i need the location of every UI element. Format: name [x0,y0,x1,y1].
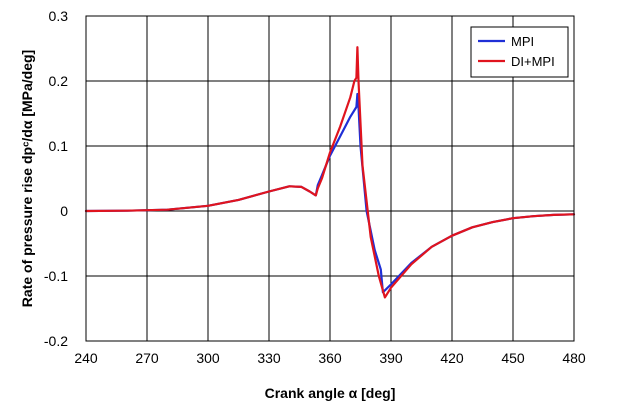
series-layer [84,46,576,299]
y-tick-label: -0.1 [44,268,68,284]
legend: MPI DI+MPI [470,26,569,78]
legend-label-di-mpi: DI+MPI [511,54,555,69]
x-tick-label: 420 [440,350,464,366]
y-tick-label: 0.3 [49,8,69,24]
x-tick-label: 300 [196,350,220,366]
y-axis-title: Rate of pressure rise dpᶜ/dα [MPa/deg] [19,50,35,307]
y-tick-label: 0.2 [49,73,69,89]
tick-labels: 240 270 300 330 360 390 420 450 480 -0.2 -0.1 0 0.1 0… [44,8,586,366]
y-tick-label: 0.1 [49,138,69,154]
x-tick-label: 390 [379,350,403,366]
grid [85,15,575,342]
y-tick-label: -0.2 [44,333,68,349]
x-tick-label: 270 [135,350,159,366]
plot-frame [85,15,575,342]
legend-label-mpi: MPI [511,34,534,49]
series-line-di-mpi [84,46,576,299]
legend-box [470,26,569,78]
y-tick-label: 0 [60,203,68,219]
x-tick-label: 450 [501,350,525,366]
x-tick-label: 480 [562,350,586,366]
x-axis-title: Crank angle α [deg] [265,385,396,401]
x-tick-label: 330 [257,350,281,366]
x-tick-label: 360 [318,350,342,366]
x-tick-label: 240 [74,350,98,366]
